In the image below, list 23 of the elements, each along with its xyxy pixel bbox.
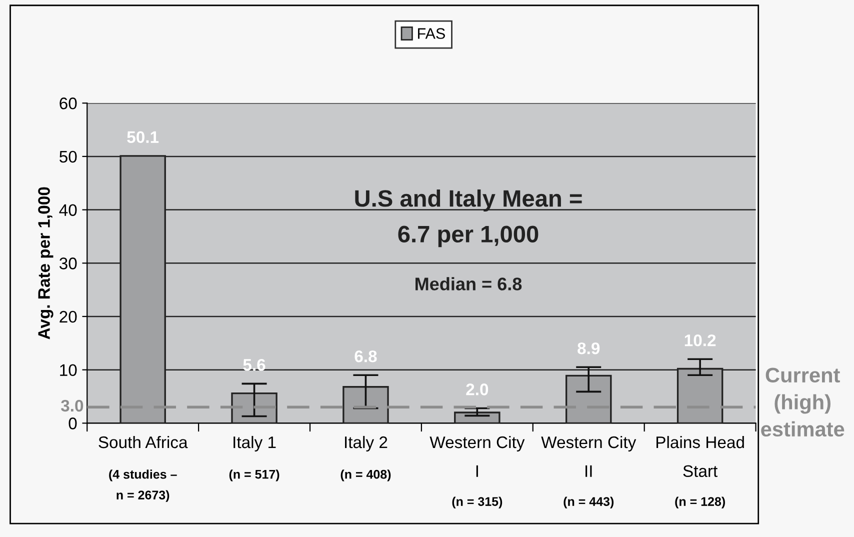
ref-line-label: 3.0 xyxy=(60,400,84,412)
bar xyxy=(342,386,389,424)
legend-label: FAS xyxy=(418,28,445,39)
x-tick-label: Italy 2 (n = 408) xyxy=(340,436,391,482)
y-tick-label: 50 xyxy=(60,150,77,163)
y-tick-label: 60 xyxy=(60,98,77,110)
bar xyxy=(454,412,500,424)
y-tick-label: 40 xyxy=(59,204,77,216)
y-tick-label: 10 xyxy=(60,364,77,376)
y-tick-label: 0 xyxy=(68,418,77,430)
y-axis-title: Avg. Rate per 1,000 xyxy=(38,187,54,340)
x-tick-label: Plains Head Start (n = 128) xyxy=(656,436,744,508)
x-tick-label: Italy 1 (n = 517) xyxy=(229,436,280,482)
x-tick-label: Western City II (n = 443) xyxy=(541,436,636,508)
category-label: South Africa (4 studies – n = 2673) xyxy=(98,436,188,502)
y-tick-label: 20 xyxy=(60,310,77,323)
text: 5.6 xyxy=(243,358,266,371)
x-tick-label: Western City I (n = 315) xyxy=(430,436,525,508)
y-tick-label: 30 xyxy=(59,258,77,270)
bar xyxy=(565,374,612,424)
text: Current (high) estimate xyxy=(761,368,844,437)
annotation: Median = 6.8 xyxy=(416,277,522,290)
annotation: U.S and Italy Mean = 6.7 per 1,000 xyxy=(355,189,582,248)
